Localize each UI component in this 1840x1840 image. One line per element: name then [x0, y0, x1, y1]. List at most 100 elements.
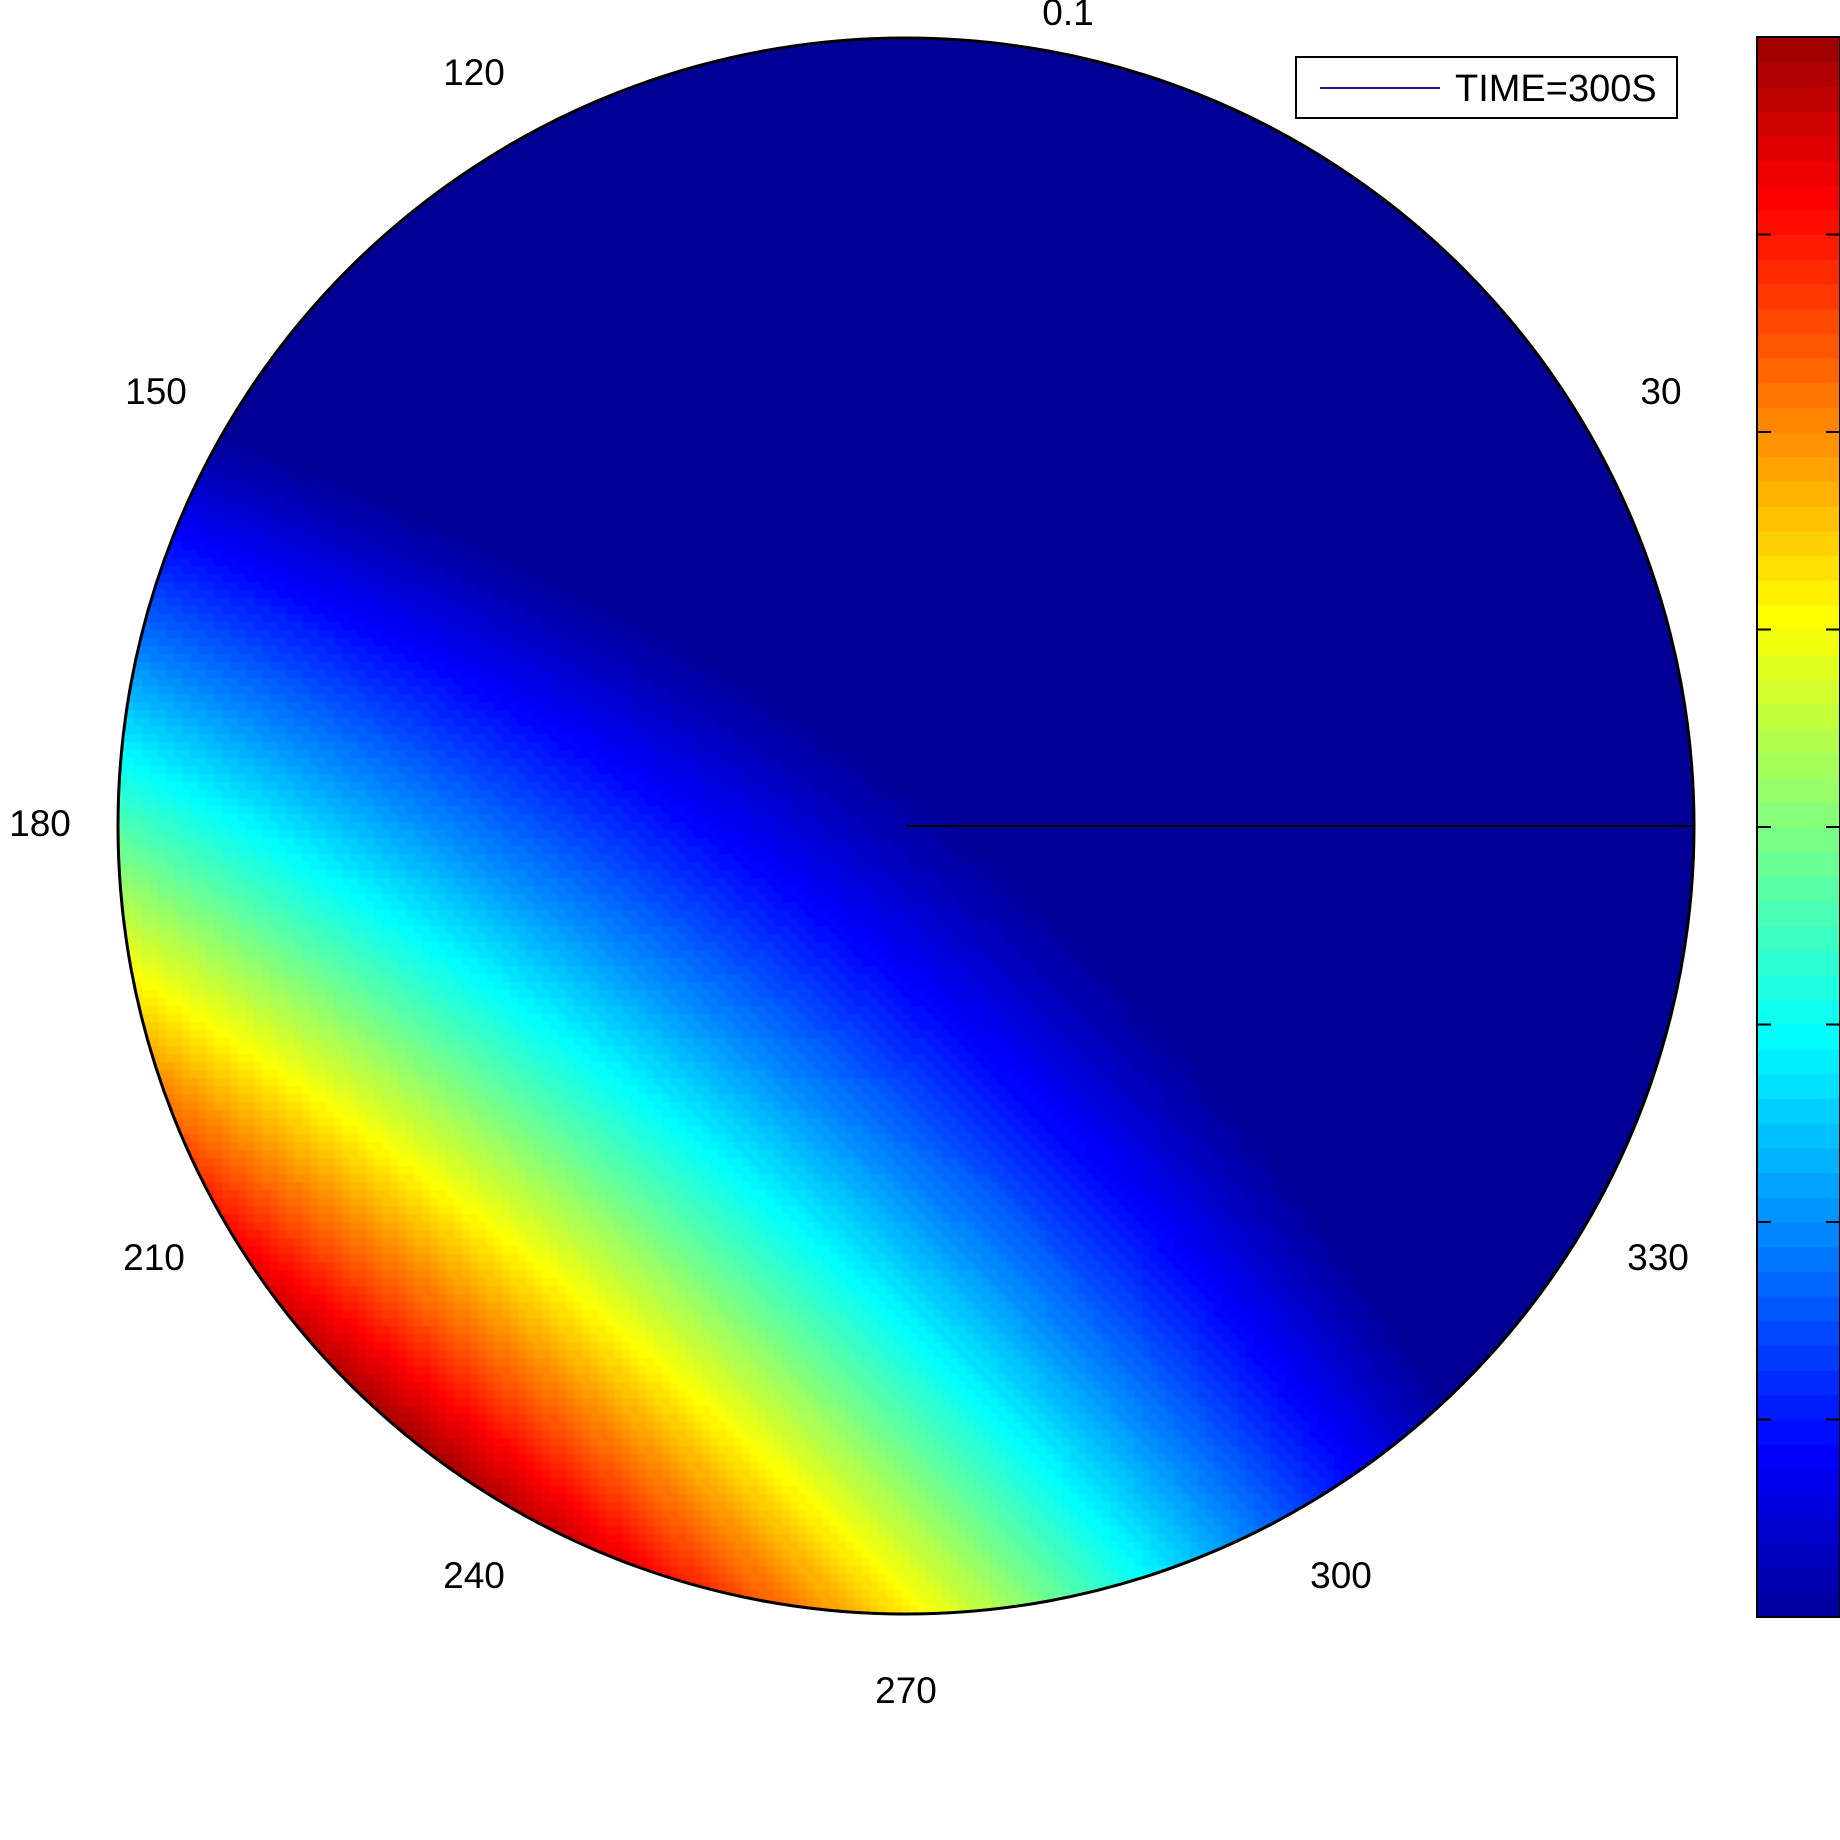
- contour-cell: [1206, 158, 1215, 167]
- contour-cell: [1110, 358, 1119, 367]
- contour-cell: [1006, 326, 1015, 335]
- contour-cell: [1198, 326, 1207, 335]
- contour-cell: [1046, 310, 1055, 319]
- contour-cell: [1262, 326, 1271, 335]
- contour-cell: [1190, 198, 1199, 207]
- contour-cell: [1366, 246, 1375, 255]
- contour-cell: [686, 374, 695, 383]
- contour-cell: [606, 238, 615, 247]
- contour-cell: [478, 334, 487, 343]
- contour-cell: [934, 110, 943, 119]
- contour-cell: [526, 310, 535, 319]
- contour-cell: [766, 334, 775, 343]
- contour-cell: [1054, 366, 1063, 375]
- contour-cell: [1214, 182, 1223, 191]
- contour-cell: [1038, 286, 1047, 295]
- contour-cell: [774, 206, 783, 215]
- contour-cell: [886, 70, 895, 79]
- contour-cell: [1078, 62, 1087, 71]
- contour-cell: [1142, 158, 1151, 167]
- contour-cell: [1102, 174, 1111, 183]
- contour-cell: [310, 342, 319, 351]
- contour-cell: [390, 342, 399, 351]
- contour-cell: [814, 310, 823, 319]
- contour-cell: [1462, 358, 1471, 367]
- contour-cell: [1326, 206, 1335, 215]
- contour-cell: [518, 126, 527, 135]
- contour-cell: [462, 198, 471, 207]
- contour-cell: [782, 238, 791, 247]
- contour-cell: [950, 286, 959, 295]
- contour-cell: [902, 46, 911, 55]
- contour-cell: [926, 86, 935, 95]
- contour-cell: [766, 350, 775, 359]
- contour-cell: [902, 254, 911, 263]
- contour-cell: [1270, 214, 1279, 223]
- contour-cell: [1246, 254, 1255, 263]
- contour-cell: [1174, 270, 1183, 279]
- contour-cell: [782, 134, 791, 143]
- contour-cell: [590, 118, 599, 127]
- contour-cell: [870, 118, 879, 127]
- contour-cell: [366, 366, 375, 375]
- contour-cell: [894, 134, 903, 143]
- contour-cell: [1390, 310, 1399, 319]
- contour-cell: [1134, 366, 1143, 375]
- contour-cell: [822, 302, 831, 311]
- contour-cell: [950, 118, 959, 127]
- contour-cell: [350, 342, 359, 351]
- contour-cell: [1494, 318, 1503, 327]
- contour-cell: [1198, 126, 1207, 135]
- contour-cell: [870, 286, 879, 295]
- contour-cell: [782, 214, 791, 223]
- contour-cell: [1086, 230, 1095, 239]
- contour-cell: [1246, 166, 1255, 175]
- contour-cell: [1150, 214, 1159, 223]
- contour-cell: [1150, 286, 1159, 295]
- contour-cell: [1286, 182, 1295, 191]
- contour-cell: [1262, 358, 1271, 367]
- contour-cell: [1110, 318, 1119, 327]
- contour-cell: [1022, 166, 1031, 175]
- contour-cell: [1078, 110, 1087, 119]
- contour-cell: [926, 46, 935, 55]
- contour-cell: [1110, 366, 1119, 375]
- contour-cell: [1190, 270, 1199, 279]
- contour-cell: [526, 222, 535, 231]
- contour-cell: [870, 78, 879, 87]
- contour-cell: [558, 246, 567, 255]
- contour-cell: [1334, 222, 1343, 231]
- contour-cell: [822, 150, 831, 159]
- contour-cell: [806, 214, 815, 223]
- contour-cell: [430, 374, 439, 383]
- contour-cell: [1134, 206, 1143, 215]
- contour-cell: [750, 166, 759, 175]
- contour-cell: [1006, 238, 1015, 247]
- contour-cell: [478, 174, 487, 183]
- contour-cell: [582, 326, 591, 335]
- contour-cell: [1086, 102, 1095, 111]
- contour-cell: [958, 222, 967, 231]
- contour-cell: [830, 198, 839, 207]
- contour-cell: [638, 102, 647, 111]
- contour-cell: [614, 286, 623, 295]
- contour-cell: [694, 174, 703, 183]
- contour-cell: [942, 286, 951, 295]
- contour-cell: [302, 358, 311, 367]
- contour-cell: [838, 278, 847, 287]
- contour-cell: [1150, 334, 1159, 343]
- contour-cell: [838, 358, 847, 367]
- contour-cell: [358, 262, 367, 271]
- contour-cell: [1254, 334, 1263, 343]
- contour-cell: [686, 214, 695, 223]
- contour-cell: [1134, 62, 1143, 71]
- contour-cell: [838, 214, 847, 223]
- contour-cell: [1126, 86, 1135, 95]
- contour-cell: [822, 366, 831, 375]
- contour-cell: [1502, 342, 1511, 351]
- contour-cell: [550, 166, 559, 175]
- contour-cell: [1182, 78, 1191, 87]
- contour-cell: [926, 262, 935, 271]
- contour-cell: [534, 190, 543, 199]
- contour-cell: [782, 62, 791, 71]
